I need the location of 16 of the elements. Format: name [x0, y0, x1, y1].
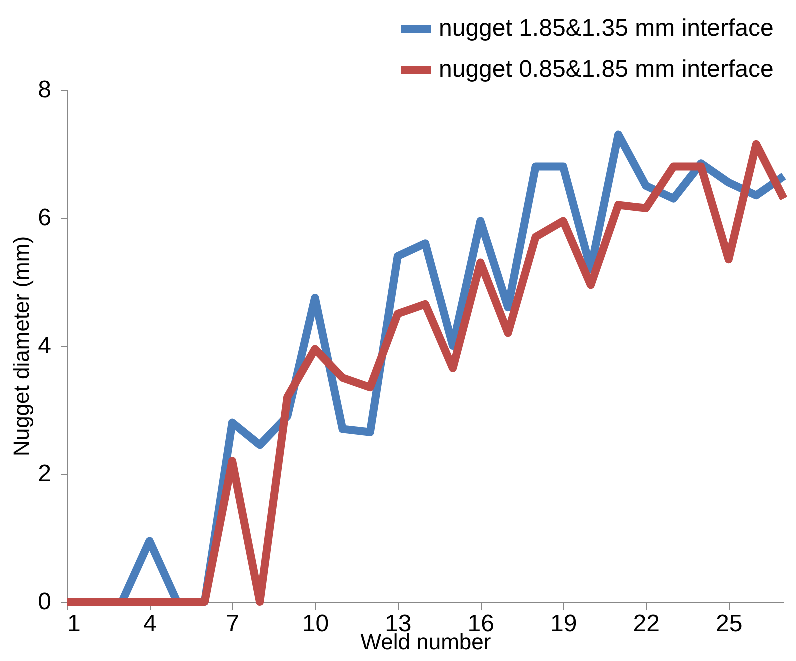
x-tick-label: 22	[633, 610, 660, 638]
y-tick-label: 6	[38, 204, 52, 232]
x-tick-label: 4	[144, 610, 157, 638]
y-tick-label: 0	[38, 588, 52, 616]
x-tick-label: 1	[68, 610, 81, 638]
y-tick-label: 2	[38, 460, 52, 488]
x-tick-label: 16	[468, 610, 495, 638]
y-axis-title: Nugget diameter (mm)	[9, 236, 34, 457]
x-tick-label: 19	[550, 610, 578, 638]
y-tick-label: 8	[38, 76, 52, 104]
y-tick-label: 4	[38, 332, 52, 360]
legend-label: nugget 0.85&1.85 mm interface	[439, 56, 774, 83]
x-tick-label: 25	[716, 610, 743, 638]
x-tick-label: 10	[302, 610, 330, 638]
legend-label: nugget 1.85&1.35 mm interface	[439, 15, 774, 42]
x-tick-label: 7	[226, 610, 240, 638]
